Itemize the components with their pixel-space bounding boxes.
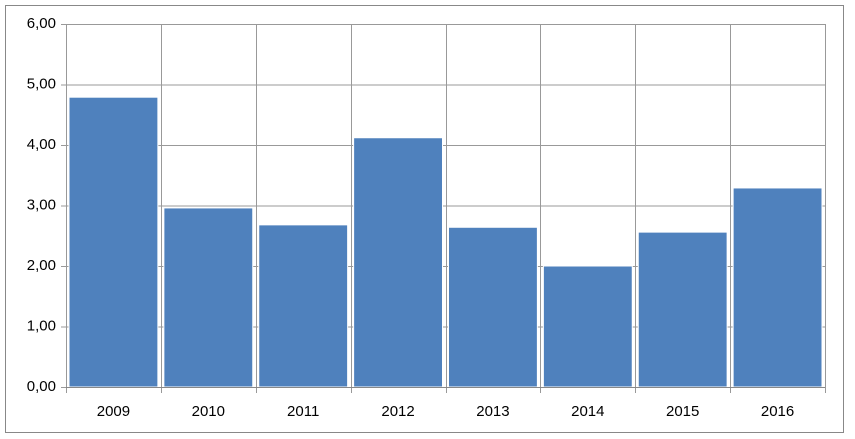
bar	[542, 265, 633, 388]
bar	[637, 231, 728, 388]
bar	[163, 207, 254, 388]
y-tick-label: 0,00	[27, 378, 56, 395]
x-tick-label: 2011	[287, 403, 319, 420]
bar	[258, 224, 349, 388]
x-tick-label: 2014	[571, 403, 604, 420]
bar	[448, 226, 538, 388]
y-tick-label: 3,00	[27, 196, 56, 213]
bar	[68, 96, 159, 388]
x-tick-label: 2010	[192, 403, 225, 420]
bar	[353, 137, 443, 388]
x-tick-label: 2013	[476, 403, 509, 420]
y-tick-label: 6,00	[27, 15, 56, 32]
y-tick-label: 1,00	[27, 317, 56, 334]
y-tick-label: 2,00	[27, 257, 56, 274]
x-tick-label: 2015	[666, 403, 699, 420]
y-tick-label: 4,00	[27, 136, 56, 153]
bar	[732, 187, 823, 388]
x-tick-label: 2016	[761, 403, 794, 420]
x-tick-label: 2009	[97, 403, 130, 420]
x-tick-label: 2012	[381, 403, 414, 420]
y-tick-label: 5,00	[27, 75, 56, 92]
